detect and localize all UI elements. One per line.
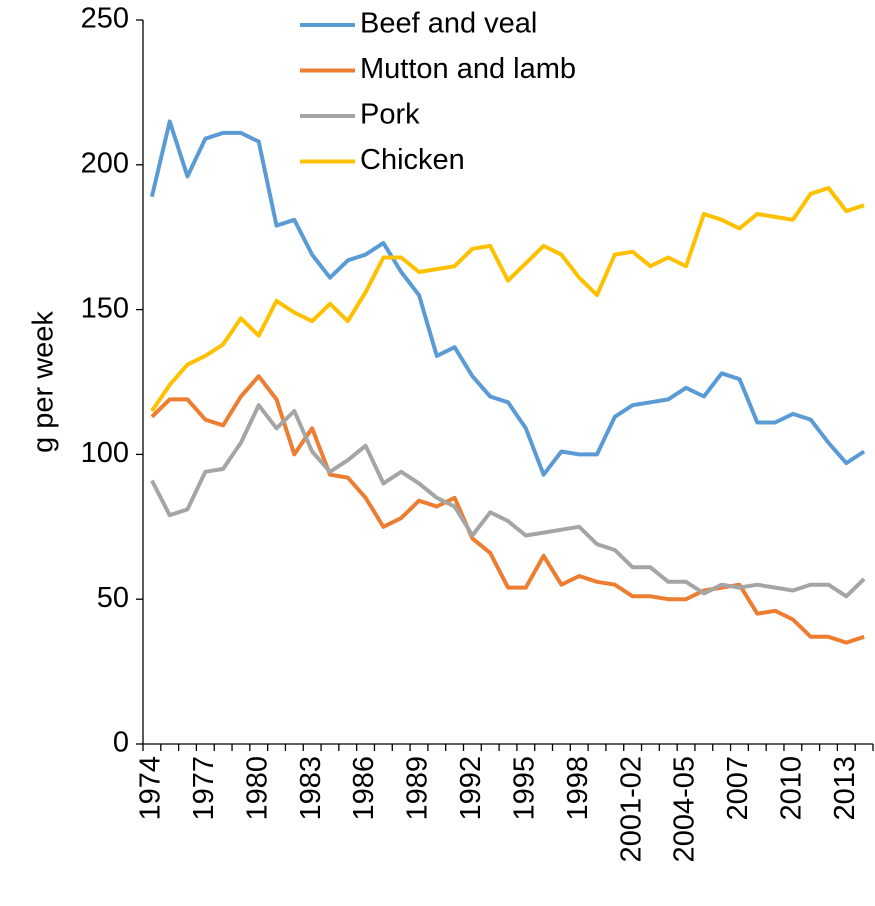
y-tick-label: 100: [81, 437, 129, 469]
x-tick-label: 1992: [455, 756, 487, 821]
x-tick-label: 1983: [295, 756, 327, 821]
x-tick-label: 2007: [722, 756, 754, 821]
legend-label: Chicken: [360, 144, 465, 176]
x-tick-label: 1989: [402, 756, 434, 821]
x-tick-label: 2010: [776, 756, 808, 821]
x-tick-label: 1977: [188, 756, 220, 821]
series-line: [150, 403, 866, 599]
legend-label: Pork: [360, 99, 420, 131]
x-tick-label: 2004-05: [669, 756, 701, 862]
y-tick-label: 200: [81, 147, 129, 179]
x-tick-label: 1974: [135, 756, 167, 821]
legend-label: Beef and veal: [360, 8, 537, 40]
y-tick-label: 150: [81, 292, 129, 324]
x-tick-label: 1995: [508, 756, 540, 821]
y-axis-label: g per week: [28, 311, 60, 453]
x-tick-label: 2013: [829, 756, 861, 821]
y-tick-label: 250: [81, 3, 129, 35]
series-line: [150, 186, 865, 413]
y-tick-label: 50: [97, 582, 129, 614]
x-tick-label: 2001-02: [615, 756, 647, 862]
x-tick-label: 1998: [562, 756, 594, 821]
x-tick-label: 1980: [241, 756, 273, 821]
series-line: [149, 119, 866, 477]
x-tick-label: 1986: [348, 756, 380, 821]
series-line: [150, 374, 865, 645]
y-tick-label: 0: [113, 727, 129, 759]
legend-label: Mutton and lamb: [360, 53, 576, 85]
